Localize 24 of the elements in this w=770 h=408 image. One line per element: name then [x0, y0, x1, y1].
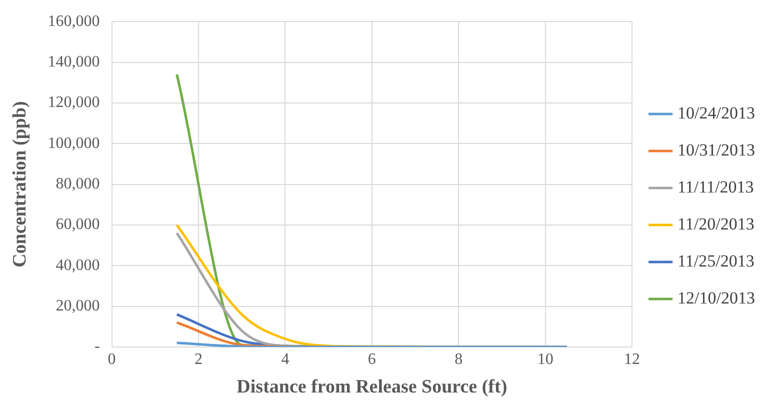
x-tick-label: 10 [537, 350, 554, 368]
legend-label: 10/31/2013 [678, 140, 756, 160]
y-tick-label: - [94, 338, 100, 356]
y-tick-label: 20,000 [56, 298, 100, 315]
legend-label: 11/11/2013 [678, 177, 754, 196]
legend-label: 11/25/2013 [678, 251, 754, 270]
y-tick-label: 100,000 [48, 134, 100, 152]
y-tick-label: 120,000 [48, 94, 100, 112]
x-tick-label: 4 [281, 350, 290, 368]
y-tick-label: 40,000 [56, 256, 100, 274]
x-axis-title: Distance from Release Source (ft) [236, 376, 508, 398]
legend-label: 11/20/2013 [678, 214, 754, 234]
y-tick-label: 160,000 [48, 12, 100, 30]
x-tick-label: 6 [368, 350, 376, 368]
legend-label: 12/10/2013 [678, 288, 756, 308]
y-axis-title: Concentration (ppb) [9, 101, 30, 268]
x-tick-label: 12 [624, 350, 640, 368]
y-tick-label: 140,000 [48, 53, 100, 70]
legend-label: 10/24/2013 [678, 103, 756, 122]
y-tick-label: 60,000 [56, 216, 100, 234]
x-tick-label: 8 [454, 350, 463, 368]
x-tick-label: 2 [194, 350, 203, 368]
y-tick-label: 80,000 [56, 176, 100, 193]
x-tick-label: 0 [108, 350, 116, 368]
